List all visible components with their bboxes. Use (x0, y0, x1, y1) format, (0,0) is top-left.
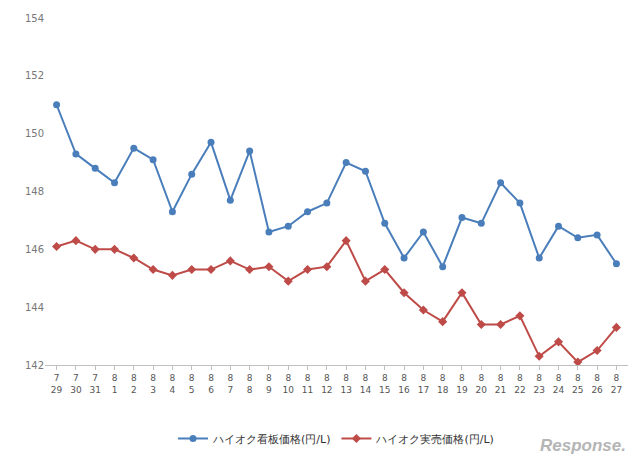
svg-text:87: 87 (227, 373, 233, 395)
svg-text:729: 729 (51, 373, 63, 395)
svg-text:730: 730 (70, 373, 82, 395)
svg-text:146: 146 (25, 244, 44, 255)
svg-text:152: 152 (25, 70, 44, 81)
svg-text:83: 83 (150, 373, 156, 395)
svg-text:813: 813 (340, 373, 351, 395)
svg-text:811: 811 (302, 373, 313, 395)
svg-text:817: 817 (418, 373, 429, 395)
svg-text:816: 816 (398, 373, 410, 395)
svg-text:823: 823 (533, 373, 544, 395)
svg-text:821: 821 (495, 373, 506, 395)
svg-text:731: 731 (89, 373, 100, 395)
svg-text:88: 88 (247, 373, 253, 395)
svg-text:ハイオク実売価格(円/L): ハイオク実売価格(円/L) (375, 433, 493, 446)
svg-text:Response.: Response. (540, 436, 626, 455)
svg-text:827: 827 (611, 373, 622, 395)
svg-text:89: 89 (266, 373, 272, 395)
svg-text:ハイオク看板価格(円/L): ハイオク看板価格(円/L) (212, 433, 330, 446)
svg-text:826: 826 (591, 373, 603, 395)
svg-text:82: 82 (131, 373, 137, 395)
svg-text:86: 86 (208, 373, 214, 395)
svg-text:812: 812 (321, 373, 332, 395)
svg-text:825: 825 (572, 373, 583, 395)
svg-text:85: 85 (189, 373, 195, 395)
svg-text:144: 144 (25, 302, 44, 313)
svg-text:81: 81 (112, 373, 118, 395)
svg-text:815: 815 (379, 373, 390, 395)
svg-text:822: 822 (514, 373, 525, 395)
svg-text:148: 148 (25, 186, 44, 197)
svg-text:818: 818 (437, 373, 449, 395)
svg-text:150: 150 (25, 128, 44, 139)
svg-text:154: 154 (25, 13, 44, 24)
svg-text:820: 820 (476, 373, 488, 395)
svg-text:142: 142 (25, 360, 44, 371)
svg-text:84: 84 (170, 373, 176, 395)
svg-text:824: 824 (553, 373, 565, 395)
svg-text:819: 819 (456, 373, 468, 395)
svg-text:814: 814 (360, 373, 372, 395)
svg-text:810: 810 (283, 373, 295, 395)
